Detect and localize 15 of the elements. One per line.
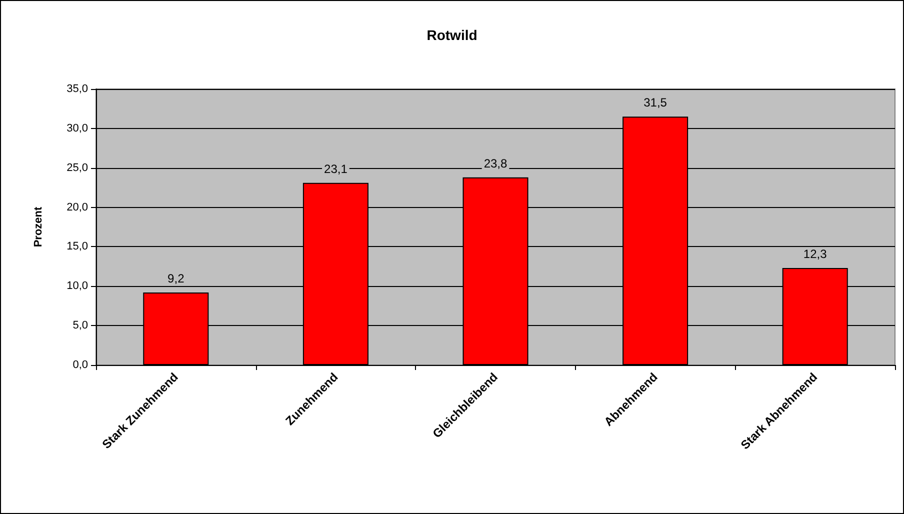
data-label: 12,3 [803, 247, 828, 262]
y-tick-label: 10,0 [66, 280, 88, 292]
y-tick-label: 35,0 [66, 83, 88, 95]
data-label: 31,5 [644, 96, 668, 110]
data-label: 9,2 [168, 271, 185, 286]
y-tick-label: 0,0 [72, 359, 88, 371]
data-label: 23,1 [324, 162, 348, 176]
y-tick-label: 5,0 [72, 320, 88, 332]
y-tick-label: 20,0 [66, 201, 88, 214]
y-tick-label: 30,0 [66, 122, 88, 134]
y-tick-label: 15,0 [66, 240, 88, 253]
data-label: 23,8 [484, 156, 508, 170]
y-axis-title: Prozent [32, 206, 44, 248]
y-tick-label: 25,0 [66, 162, 88, 174]
chart-title: Rotwild [426, 27, 478, 43]
